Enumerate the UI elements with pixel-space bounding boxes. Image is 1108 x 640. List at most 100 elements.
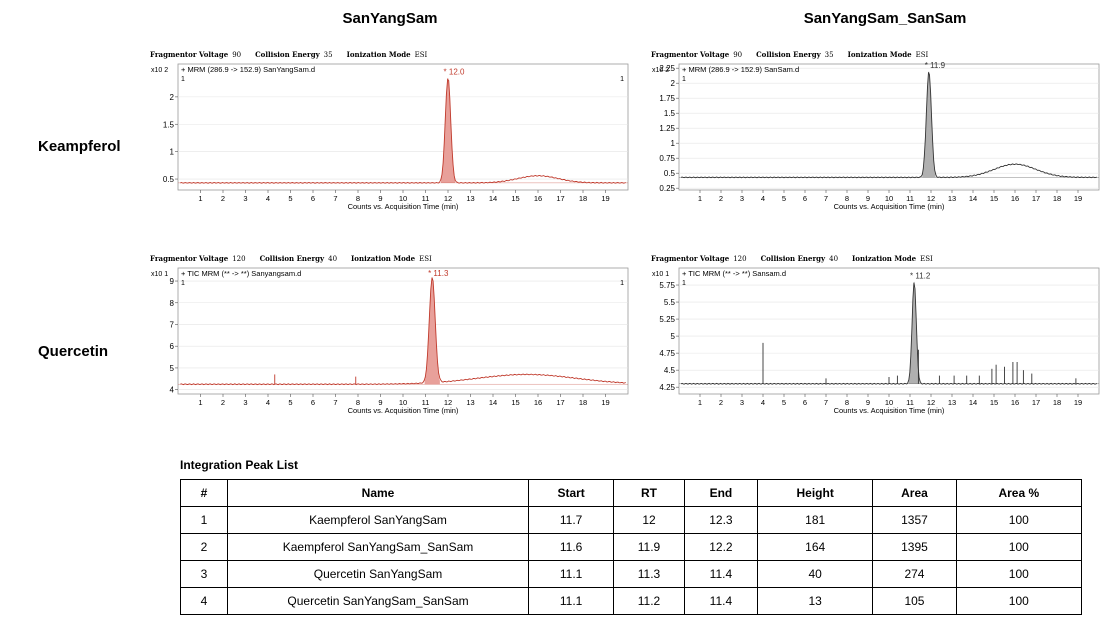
peak-rt-label: * 12.0 (444, 68, 465, 77)
x-tick-label: 18 (1053, 398, 1061, 407)
x-tick-label: 17 (1032, 398, 1040, 407)
table-cell: 12 (613, 506, 685, 534)
y-tick-label: 4.5 (664, 366, 676, 375)
table-cell: Kaempferol SanYangSam_SanSam (227, 533, 529, 561)
table-cell: 100 (955, 533, 1083, 561)
y-tick-label: 2.25 (659, 64, 675, 73)
header-cell: RT (613, 479, 685, 507)
y-tick-label: 2 (671, 79, 676, 88)
integration-peak-list-title: Integration Peak List (180, 458, 299, 472)
table-cell: 11.6 (527, 533, 615, 561)
x-tick-label: 19 (1074, 194, 1082, 203)
y-tick-label: 1.75 (659, 94, 675, 103)
x-tick-label: 10 (399, 194, 407, 203)
table-cell: 100 (955, 560, 1083, 588)
x-tick-label: 19 (1074, 398, 1082, 407)
x-tick-label: 4 (761, 398, 765, 407)
y-tick-label: 2 (170, 93, 175, 102)
table-cell: 11.9 (613, 533, 685, 561)
x-tick-label: 3 (740, 194, 744, 203)
x-tick-label: 9 (378, 194, 382, 203)
x-tick-label: 3 (243, 398, 247, 407)
x-tick-label: 6 (311, 398, 315, 407)
table-cell: 1357 (872, 506, 957, 534)
plot-frame (177, 63, 629, 191)
x-tick-label: 4 (266, 194, 270, 203)
plot-frame (678, 267, 1100, 395)
chromatogram-panel-3: Fragmentor Voltage 120 Collision Energy 40 I… (150, 254, 630, 424)
y-tick-label: 6 (170, 342, 175, 351)
x-tick-label: 1 (698, 398, 702, 407)
table-cell: 3 (180, 560, 228, 588)
header-cell: # (180, 479, 228, 507)
chromatogram-panel-1: Fragmentor Voltage 90 Collision Energy 35 Io… (150, 50, 630, 220)
acquisition-params: Fragmentor Voltage 90 Collision Energy 35 Io… (651, 50, 942, 59)
corner-marker-left: 1 (181, 76, 185, 83)
x-tick-label: 17 (556, 194, 564, 203)
y-tick-label: 1.5 (664, 109, 676, 118)
table-cell: 1 (180, 506, 228, 534)
x-axis-label: Counts vs. Acquisition Time (min) (834, 406, 945, 415)
table-row: 4 Quercetin SanYangSam_SanSam 11.1 11.2 … (180, 587, 1083, 615)
y-tick-label: 7 (170, 320, 175, 329)
param-fv-label: Fragmentor Voltage (150, 254, 229, 263)
x-tick-label: 18 (579, 398, 587, 407)
table-cell: 274 (872, 560, 957, 588)
header-cell: Area % (955, 479, 1083, 507)
x-tick-label: 14 (969, 194, 977, 203)
row-label-quercetin: Quercetin (38, 343, 109, 360)
table-row: 1 Kaempferol SanYangSam 11.7 12 12.3 181… (180, 506, 1083, 534)
param-im: ESI (414, 51, 428, 59)
acquisition-params: Fragmentor Voltage 120 Collision Energy 40 I… (150, 254, 446, 263)
y-exponent-label: x10 2 (652, 67, 669, 74)
x-tick-label: 9 (866, 194, 870, 203)
x-axis-label: Counts vs. Acquisition Time (min) (348, 406, 459, 415)
y-tick-label: 0.5 (163, 175, 175, 184)
peak-rt-label: * 11.9 (925, 61, 946, 70)
x-tick-label: 10 (399, 398, 407, 407)
trace-line (180, 78, 626, 184)
param-fv-label: Fragmentor Voltage (150, 50, 229, 59)
param-im: ESI (915, 51, 929, 59)
param-fv-label: Fragmentor Voltage (651, 254, 730, 263)
y-tick-label: 0.5 (664, 169, 676, 178)
x-tick-label: 12 (444, 398, 452, 407)
x-tick-label: 10 (885, 398, 893, 407)
trace-line (180, 277, 626, 386)
peak-area-fill (424, 278, 440, 385)
table-cell: 11.3 (613, 560, 685, 588)
table-cell: 2 (180, 533, 228, 561)
table-cell: 12.3 (683, 506, 759, 534)
x-tick-label: 5 (288, 398, 292, 407)
param-im-label: Ionization Mode (847, 50, 912, 59)
y-tick-label: 8 (170, 299, 175, 308)
x-tick-label: 15 (990, 194, 998, 203)
table-row: 2 Kaempferol SanYangSam_SanSam 11.6 11.9… (180, 533, 1083, 561)
x-tick-label: 2 (719, 194, 723, 203)
param-fv: 90 (733, 51, 743, 59)
peak-area-fill (441, 77, 455, 183)
param-ce-label: Collision Energy (259, 254, 325, 263)
x-tick-label: 8 (845, 398, 849, 407)
x-tick-label: 2 (221, 194, 225, 203)
header-cell: Height (757, 479, 874, 507)
table-cell: 11.4 (683, 587, 759, 615)
param-im: ESI (419, 255, 432, 263)
y-tick-label: 1 (671, 139, 676, 148)
x-tick-label: 17 (1032, 194, 1040, 203)
peak-area-fill (908, 281, 920, 384)
table-row: 3 Quercetin SanYangSam 11.1 11.3 11.4 40… (180, 560, 1083, 588)
table-cell: 181 (757, 506, 874, 534)
y-tick-label: 5.25 (659, 315, 675, 324)
y-tick-label: 0.25 (659, 184, 675, 193)
x-tick-label: 15 (511, 398, 519, 407)
column-title-sanyangsam-sansam: SanYangSam_SanSam (803, 10, 967, 27)
x-tick-label: 12 (444, 194, 452, 203)
x-tick-label: 6 (311, 194, 315, 203)
x-tick-label: 17 (556, 398, 564, 407)
x-tick-label: 1 (698, 194, 702, 203)
param-fv: 90 (232, 51, 242, 59)
corner-marker-right: 1 (620, 76, 624, 83)
x-tick-label: 3 (740, 398, 744, 407)
